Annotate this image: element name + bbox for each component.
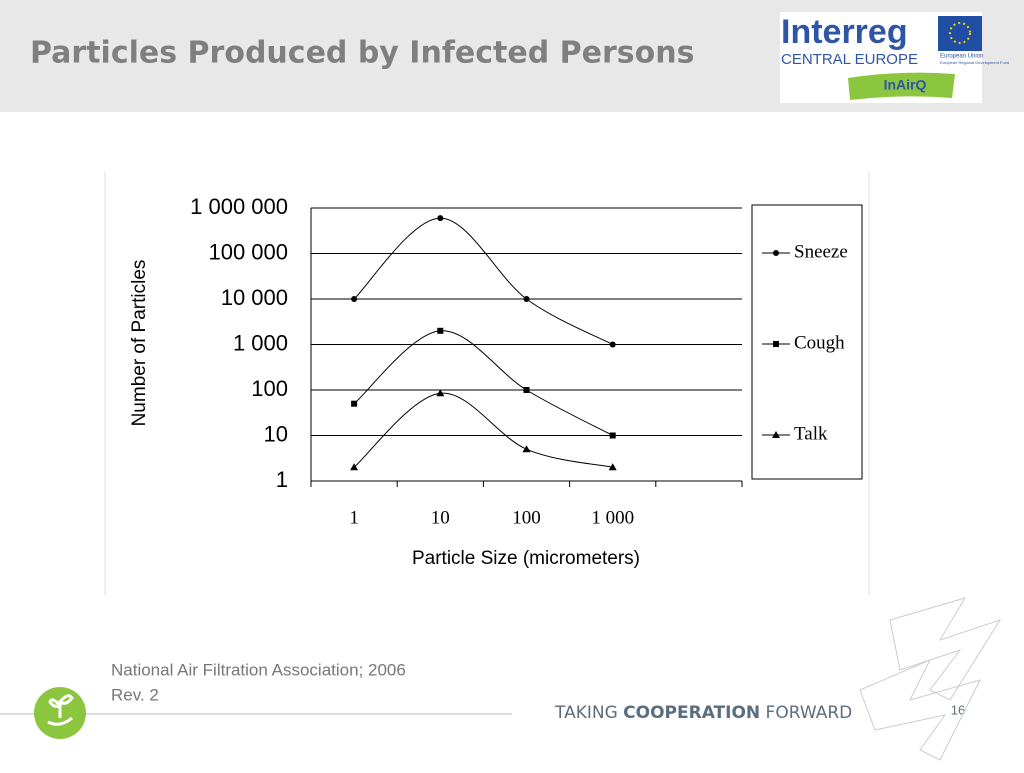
marker <box>608 463 617 471</box>
marker <box>351 400 358 407</box>
x-axis-title: Particle Size (micrometers) <box>412 548 640 569</box>
x-tick-label: 1 000 <box>591 507 634 528</box>
slide-title: Particles Produced by Infected Persons <box>30 36 694 71</box>
marker <box>523 296 530 302</box>
marker <box>609 432 616 439</box>
marker <box>523 387 530 393</box>
marker <box>351 296 358 302</box>
marker <box>773 341 779 347</box>
marker <box>437 215 444 222</box>
marker <box>436 389 445 397</box>
logo-region: CENTRAL EUROPE <box>781 51 918 68</box>
x-tick-label: 10 <box>431 507 450 528</box>
marker <box>437 327 444 334</box>
slogan-part: TAKING <box>554 703 618 723</box>
slogan: TAKING COOPERATION FORWARD <box>554 703 852 723</box>
footer-icon-plant <box>47 694 74 726</box>
y-tick-label: 1 000 <box>233 330 288 355</box>
logo-swoosh <box>848 72 955 100</box>
legend-box <box>751 204 863 480</box>
marker <box>350 463 359 471</box>
x-tick-label: 100 <box>512 507 541 528</box>
y-tick-label: 1 000 000 <box>190 194 288 219</box>
page-number: 16 <box>951 702 965 717</box>
marker <box>522 445 531 453</box>
slogan-part: COOPERATION <box>623 703 760 723</box>
marker <box>773 250 779 256</box>
legend-label: Talk <box>794 423 828 444</box>
marker <box>772 431 780 438</box>
legend-label: Cough <box>794 332 845 353</box>
series-line <box>353 217 613 345</box>
marker <box>609 341 616 348</box>
x-tick-label: 1 <box>349 507 359 528</box>
series-line <box>353 330 613 436</box>
y-axis-title: Number of Particles <box>129 260 150 427</box>
source-text: National Air Filtration Association; 200… <box>111 660 406 679</box>
logo-eu: European Union <box>940 54 983 60</box>
logo-fund: European Regional Development Fund <box>940 60 1009 65</box>
series-line <box>353 392 613 468</box>
note-text: Rev. 2 <box>111 685 159 704</box>
eu-stars <box>949 22 971 44</box>
y-tick-label: 100 <box>251 376 288 401</box>
logo-brand: Interreg <box>781 13 908 51</box>
legend-label: Sneeze <box>794 241 848 262</box>
slogan-part: FORWARD <box>766 703 853 723</box>
y-tick-label: 1 <box>276 467 288 492</box>
y-tick-label: 10 <box>264 421 288 446</box>
y-tick-label: 10 000 <box>221 285 288 310</box>
logo-project: InAirQ <box>884 77 927 93</box>
footer-arrows <box>859 597 1002 761</box>
eu-flag <box>938 16 982 51</box>
y-tick-label: 100 000 <box>208 239 288 264</box>
